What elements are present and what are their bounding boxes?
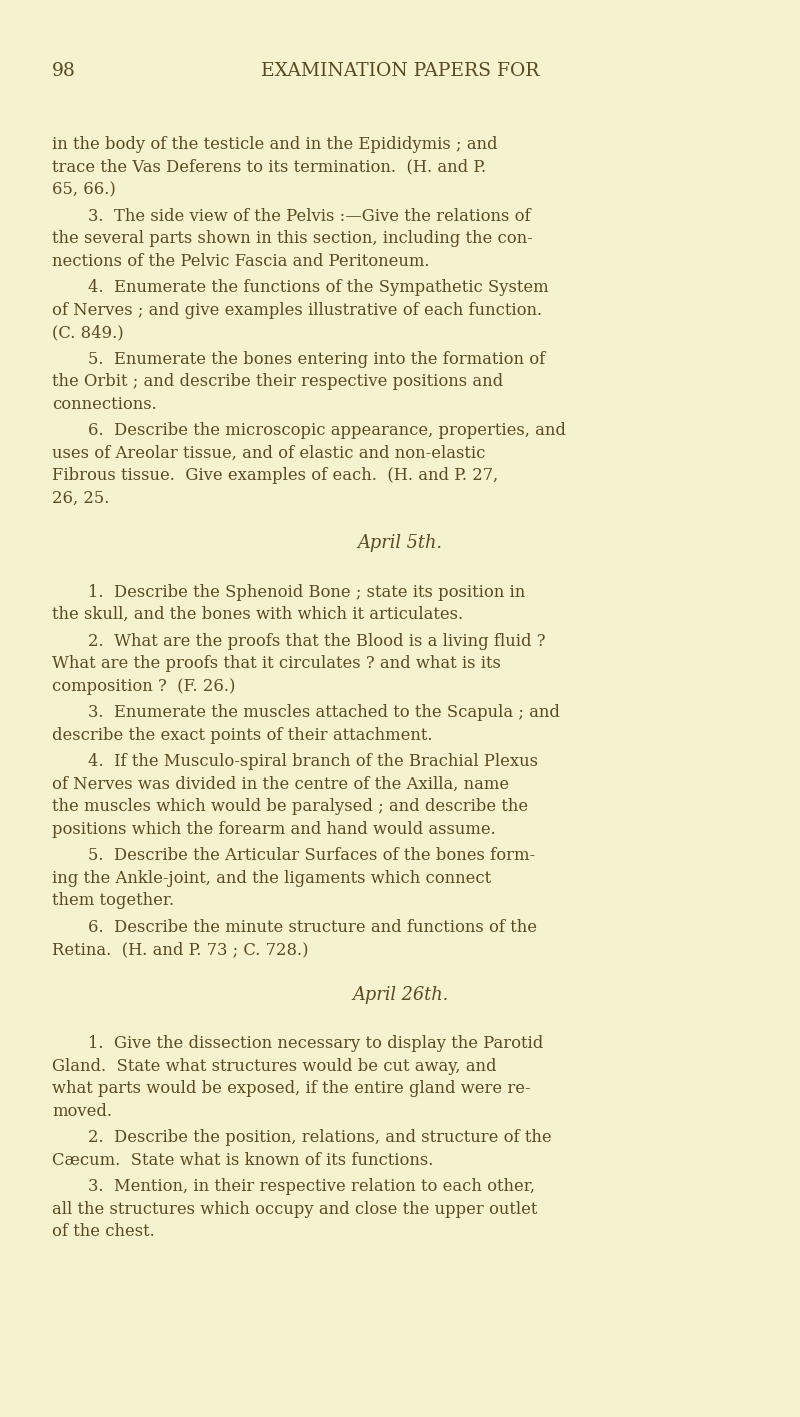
Text: EXAMINATION PAPERS FOR: EXAMINATION PAPERS FOR <box>261 62 539 79</box>
Text: What are the proofs that it circulates ? and what is its: What are the proofs that it circulates ?… <box>52 655 501 672</box>
Text: Retina.  (H. and P. 73 ; C. 728.): Retina. (H. and P. 73 ; C. 728.) <box>52 941 309 958</box>
Text: trace the Vas Deferens to its termination.  (H. and P.: trace the Vas Deferens to its terminatio… <box>52 159 486 176</box>
Text: 5.  Enumerate the bones entering into the formation of: 5. Enumerate the bones entering into the… <box>88 351 546 368</box>
Text: 6.  Describe the minute structure and functions of the: 6. Describe the minute structure and fun… <box>88 918 537 935</box>
Text: 26, 25.: 26, 25. <box>52 490 110 507</box>
Text: 1.  Describe the Sphenoid Bone ; state its position in: 1. Describe the Sphenoid Bone ; state it… <box>88 584 526 601</box>
Text: the several parts shown in this section, including the con-: the several parts shown in this section,… <box>52 230 533 247</box>
Text: the Orbit ; and describe their respective positions and: the Orbit ; and describe their respectiv… <box>52 373 503 390</box>
Text: describe the exact points of their attachment.: describe the exact points of their attac… <box>52 727 433 744</box>
Text: of the chest.: of the chest. <box>52 1223 154 1240</box>
Text: 3.  Mention, in their respective relation to each other,: 3. Mention, in their respective relation… <box>88 1179 535 1196</box>
Text: 65, 66.): 65, 66.) <box>52 181 116 198</box>
Text: 2.  What are the proofs that the Blood is a living fluid ?: 2. What are the proofs that the Blood is… <box>88 633 546 650</box>
Text: all the structures which occupy and close the upper outlet: all the structures which occupy and clos… <box>52 1200 538 1217</box>
Text: positions which the forearm and hand would assume.: positions which the forearm and hand wou… <box>52 820 496 837</box>
Text: 4.  Enumerate the functions of the Sympathetic System: 4. Enumerate the functions of the Sympat… <box>88 279 549 296</box>
Text: Fibrous tissue.  Give examples of each.  (H. and P. 27,: Fibrous tissue. Give examples of each. (… <box>52 468 498 485</box>
Text: 4.  If the Musculo-spiral branch of the Brachial Plexus: 4. If the Musculo-spiral branch of the B… <box>88 754 538 771</box>
Text: 1.  Give the dissection necessary to display the Parotid: 1. Give the dissection necessary to disp… <box>88 1036 543 1053</box>
Text: ing the Ankle-joint, and the ligaments which connect: ing the Ankle-joint, and the ligaments w… <box>52 870 491 887</box>
Text: Cæcum.  State what is known of its functions.: Cæcum. State what is known of its functi… <box>52 1152 434 1169</box>
Text: April 26th.: April 26th. <box>352 986 448 1003</box>
Text: the muscles which would be paralysed ; and describe the: the muscles which would be paralysed ; a… <box>52 798 528 815</box>
Text: uses of Areolar tissue, and of elastic and non-elastic: uses of Areolar tissue, and of elastic a… <box>52 445 486 462</box>
Text: them together.: them together. <box>52 893 174 910</box>
Text: of Nerves ; and give examples illustrative of each function.: of Nerves ; and give examples illustrati… <box>52 302 542 319</box>
Text: in the body of the testicle and in the Epididymis ; and: in the body of the testicle and in the E… <box>52 136 498 153</box>
Text: 6.  Describe the microscopic appearance, properties, and: 6. Describe the microscopic appearance, … <box>88 422 566 439</box>
Text: the skull, and the bones with which it articulates.: the skull, and the bones with which it a… <box>52 606 463 623</box>
Text: 98: 98 <box>52 62 76 79</box>
Text: 2.  Describe the position, relations, and structure of the: 2. Describe the position, relations, and… <box>88 1129 552 1146</box>
Text: of Nerves was divided in the centre of the Axilla, name: of Nerves was divided in the centre of t… <box>52 775 509 792</box>
Text: 3.  Enumerate the muscles attached to the Scapula ; and: 3. Enumerate the muscles attached to the… <box>88 704 560 721</box>
Text: composition ?  (F. 26.): composition ? (F. 26.) <box>52 677 235 694</box>
Text: April 5th.: April 5th. <box>358 534 442 553</box>
Text: (C. 849.): (C. 849.) <box>52 324 124 341</box>
Text: what parts would be exposed, if the entire gland were re-: what parts would be exposed, if the enti… <box>52 1080 530 1097</box>
Text: 5.  Describe the Articular Surfaces of the bones form-: 5. Describe the Articular Surfaces of th… <box>88 847 535 864</box>
Text: moved.: moved. <box>52 1102 112 1119</box>
Text: Gland.  State what structures would be cut away, and: Gland. State what structures would be cu… <box>52 1057 497 1074</box>
Text: 3.  The side view of the Pelvis :—Give the relations of: 3. The side view of the Pelvis :—Give th… <box>88 208 530 225</box>
Text: nections of the Pelvic Fascia and Peritoneum.: nections of the Pelvic Fascia and Perito… <box>52 252 430 269</box>
Text: connections.: connections. <box>52 395 157 412</box>
